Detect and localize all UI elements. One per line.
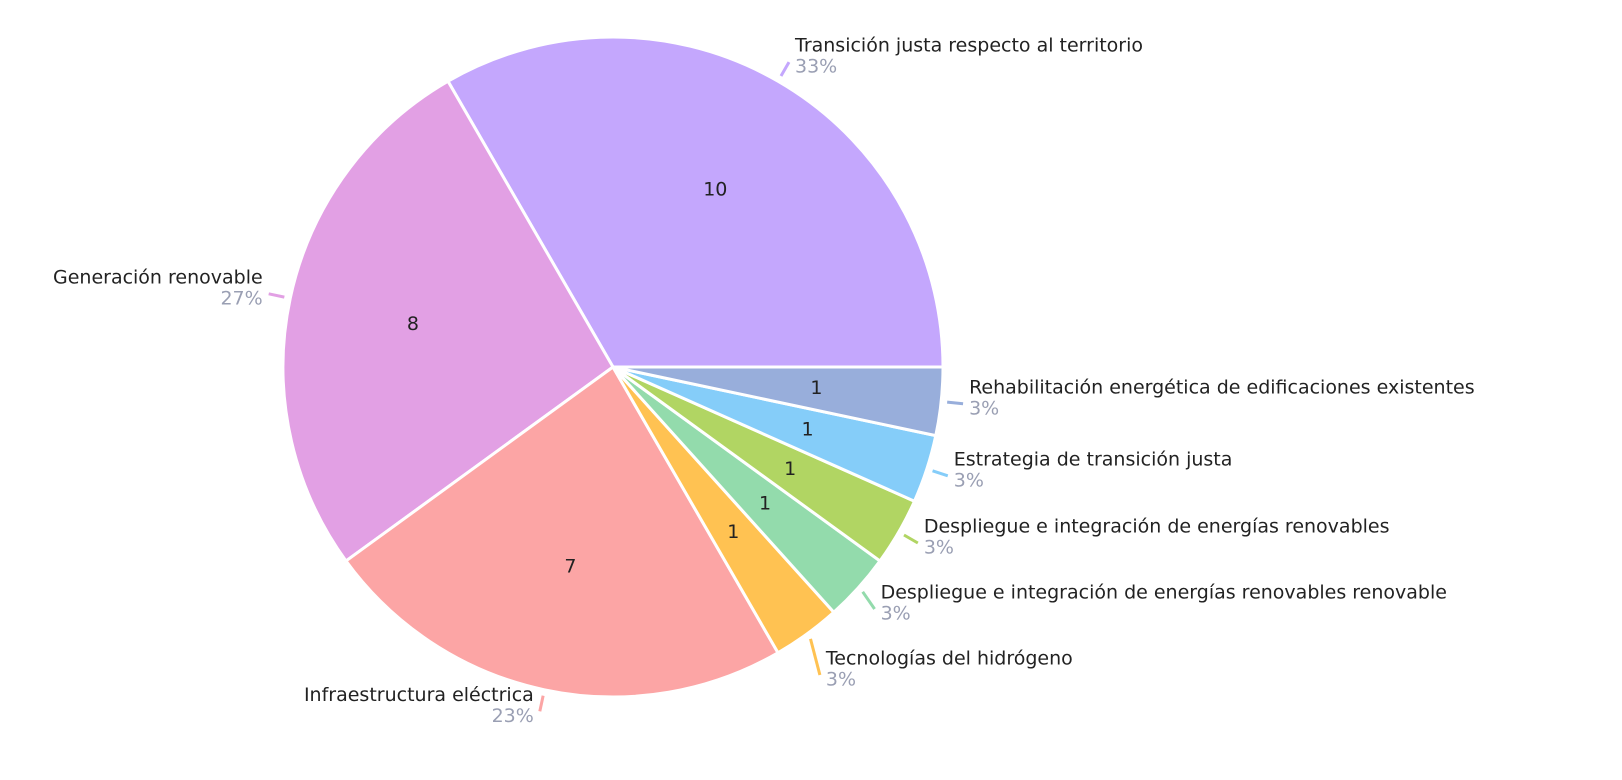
slice-category-label: Estrategia de transición justa bbox=[954, 448, 1233, 470]
slice-percent-label: 23% bbox=[492, 705, 534, 727]
slice-value-label: 1 bbox=[759, 492, 771, 514]
slice-value-label: 1 bbox=[784, 458, 796, 480]
pie-slice bbox=[281, 79, 615, 564]
pie-slice bbox=[445, 35, 945, 369]
slice-value-label: 1 bbox=[727, 521, 739, 543]
pie-slice bbox=[343, 364, 781, 699]
slice-percent-label: 33% bbox=[795, 56, 837, 78]
slice-value-label: 8 bbox=[407, 313, 419, 335]
slice-percent-label: 27% bbox=[220, 287, 262, 309]
slice-category-label: Infraestructura eléctrica bbox=[304, 684, 534, 706]
leader-line bbox=[932, 469, 949, 478]
leader-line bbox=[947, 400, 964, 406]
slice-percent-label: 3% bbox=[954, 469, 984, 491]
slice-value-label: 1 bbox=[802, 419, 814, 441]
leader-line bbox=[538, 695, 545, 712]
slice-value-label: 10 bbox=[703, 178, 727, 200]
leader-line bbox=[903, 533, 919, 545]
leader-line bbox=[779, 61, 791, 77]
pie-slice bbox=[612, 365, 945, 438]
slice-category-label: Despliegue e integración de energías ren… bbox=[881, 582, 1447, 604]
slice-percent-label: 3% bbox=[924, 537, 954, 559]
slice-category-label: Tecnologías del hidrógeno bbox=[825, 648, 1073, 670]
slice-percent-label: 3% bbox=[969, 397, 999, 419]
slice-percent-label: 3% bbox=[826, 669, 856, 691]
slice-percent-label: 3% bbox=[881, 603, 911, 625]
leader-line bbox=[861, 590, 876, 610]
slice-value-label: 1 bbox=[810, 377, 822, 399]
slice-category-label: Transición justa respecto al territorio bbox=[794, 35, 1143, 57]
slice-value-label: 7 bbox=[564, 556, 576, 578]
slice-category-label: Rehabilitación energética de edificacion… bbox=[969, 376, 1475, 398]
slice-category-label: Generación renovable bbox=[53, 266, 263, 288]
slice-category-label: Despliegue e integración de energías ren… bbox=[924, 516, 1390, 538]
leader-line bbox=[809, 638, 822, 676]
leader-line bbox=[268, 292, 285, 299]
